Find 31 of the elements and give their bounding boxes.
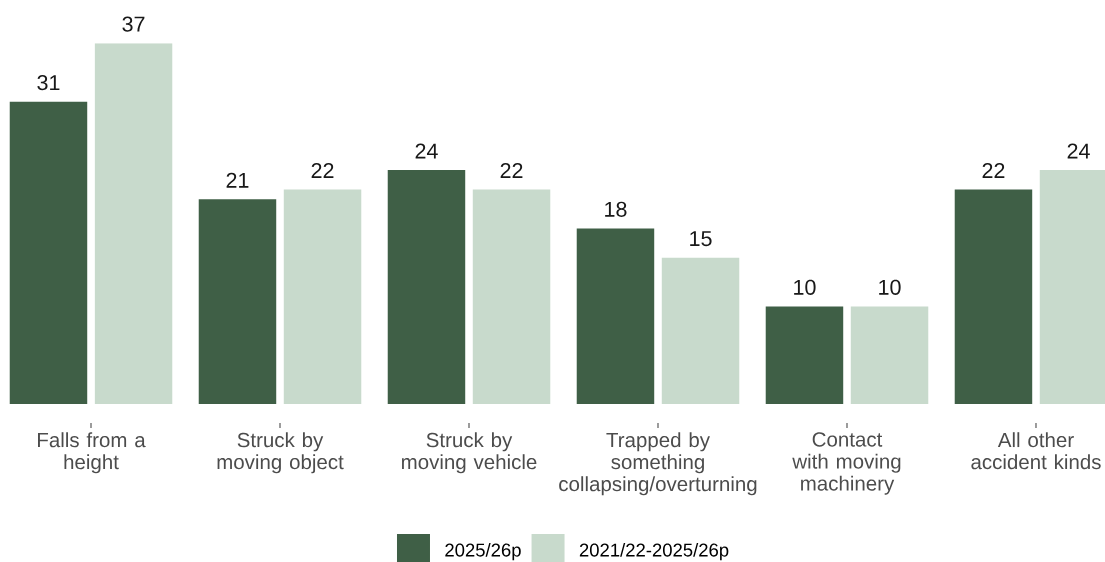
bar xyxy=(94,43,173,404)
bar xyxy=(198,199,277,404)
data-label: 31 xyxy=(37,74,60,91)
x-tick-label: Struck by moving vehicle xyxy=(402,432,537,474)
bar xyxy=(954,189,1033,404)
data-label: 24 xyxy=(1067,143,1090,159)
bar xyxy=(472,189,551,404)
data-label: 22 xyxy=(982,162,1005,178)
data-label: 10 xyxy=(794,279,816,295)
x-tick-label: Struck by moving object xyxy=(217,432,344,474)
bar xyxy=(9,101,88,404)
data-label: 21 xyxy=(226,172,249,188)
data-label: 18 xyxy=(605,201,627,217)
bar xyxy=(765,306,844,404)
data-label: 22 xyxy=(500,162,523,178)
data-label: 15 xyxy=(690,231,712,247)
bar xyxy=(661,257,740,404)
x-tick-label: Contact with moving machinery xyxy=(792,432,901,495)
bar xyxy=(387,169,466,404)
bar xyxy=(850,306,929,404)
x-tick-label: Falls from a height xyxy=(38,432,146,474)
bar xyxy=(283,189,362,404)
x-tick-label: Trapped by something collapsing/overturning xyxy=(559,432,757,496)
data-label: 10 xyxy=(879,279,901,295)
legend-label: 2021/22-2025/26p xyxy=(579,543,729,561)
data-label: 37 xyxy=(122,16,145,32)
data-label: 22 xyxy=(311,162,334,178)
legend-label: 2025/26p xyxy=(445,543,521,561)
bar xyxy=(576,228,655,404)
x-tick-label: All other accident kinds xyxy=(971,432,1101,470)
data-label: 24 xyxy=(415,143,438,159)
